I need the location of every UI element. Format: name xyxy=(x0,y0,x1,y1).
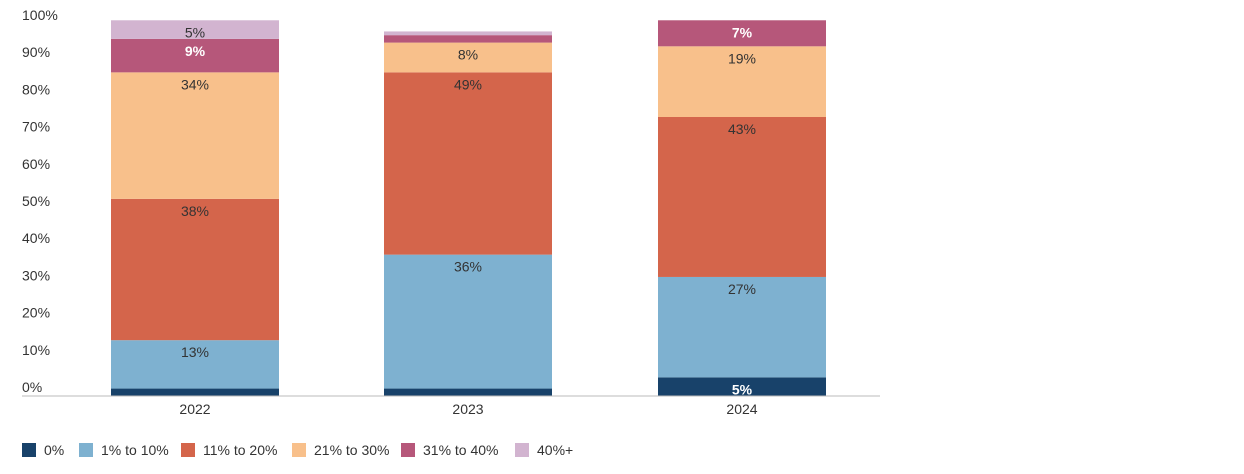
y-axis: 0% 10% 20% 30% 40% 50% 60% 70% 80% 90% 100% xyxy=(22,7,58,395)
legend-label: 40%+ xyxy=(537,442,573,458)
legend-label: 31% to 40% xyxy=(423,442,499,458)
legend-label: 11% to 20% xyxy=(203,442,277,458)
y-tick-label: 20% xyxy=(22,305,50,321)
legend-label: 0% xyxy=(44,442,64,458)
y-tick-label: 0% xyxy=(22,379,42,395)
legend-swatch xyxy=(181,443,195,457)
x-tick-label: 2022 xyxy=(179,401,210,417)
y-tick-label: 90% xyxy=(22,44,50,60)
data-label: 19% xyxy=(728,50,756,66)
legend: 0% 1% to 10% 11% to 20% 21% to 30% 31% to 40… xyxy=(22,442,573,458)
legend-swatch xyxy=(515,443,529,457)
bar-segment xyxy=(384,254,552,389)
bar-segment xyxy=(658,117,826,277)
data-label: 43% xyxy=(728,121,756,137)
bar-segment xyxy=(111,388,279,396)
bars: 13% 38% 34% 9% 5% 36% 49% 8% 5% 27% 43% 19% 7% xyxy=(111,20,826,397)
x-tick-label: 2023 xyxy=(452,401,483,417)
legend-swatch xyxy=(22,443,36,457)
data-label: 34% xyxy=(181,76,209,92)
y-tick-label: 40% xyxy=(22,230,50,246)
data-label: 7% xyxy=(732,24,753,40)
data-label: 13% xyxy=(181,344,209,360)
data-label: 5% xyxy=(732,381,753,397)
bar-segment xyxy=(384,388,552,396)
bar-segment xyxy=(658,276,826,378)
data-label: 8% xyxy=(458,47,478,63)
data-label: 38% xyxy=(181,203,209,219)
y-tick-label: 80% xyxy=(22,81,50,97)
bar-segment xyxy=(111,72,279,199)
legend-swatch xyxy=(401,443,415,457)
legend-label: 1% to 10% xyxy=(101,442,169,458)
bar-segment xyxy=(111,38,279,73)
x-axis: 2022 2023 2024 xyxy=(179,401,757,417)
bar-segment xyxy=(111,20,279,39)
bar-segment xyxy=(384,72,552,255)
legend-label: 21% to 30% xyxy=(314,442,390,458)
bar-segment xyxy=(111,198,279,341)
bar-segment xyxy=(384,35,552,43)
data-label: 5% xyxy=(185,24,205,40)
y-tick-label: 50% xyxy=(22,193,50,209)
y-tick-label: 70% xyxy=(22,119,50,135)
bar-segment xyxy=(384,31,552,36)
bar-segment xyxy=(384,42,552,73)
x-tick-label: 2024 xyxy=(726,401,757,417)
legend-swatch xyxy=(79,443,93,457)
data-label: 49% xyxy=(454,76,482,92)
bar-segment xyxy=(658,20,826,47)
bar-segment xyxy=(658,46,826,117)
data-label: 36% xyxy=(454,259,482,275)
data-label: 9% xyxy=(185,43,206,59)
y-tick-label: 100% xyxy=(22,7,58,23)
data-label: 27% xyxy=(728,281,756,297)
y-tick-label: 30% xyxy=(22,267,50,283)
bar-segment xyxy=(658,377,826,396)
bar-segment xyxy=(111,340,279,389)
y-tick-label: 10% xyxy=(22,342,50,358)
y-tick-label: 60% xyxy=(22,156,50,172)
legend-swatch xyxy=(292,443,306,457)
